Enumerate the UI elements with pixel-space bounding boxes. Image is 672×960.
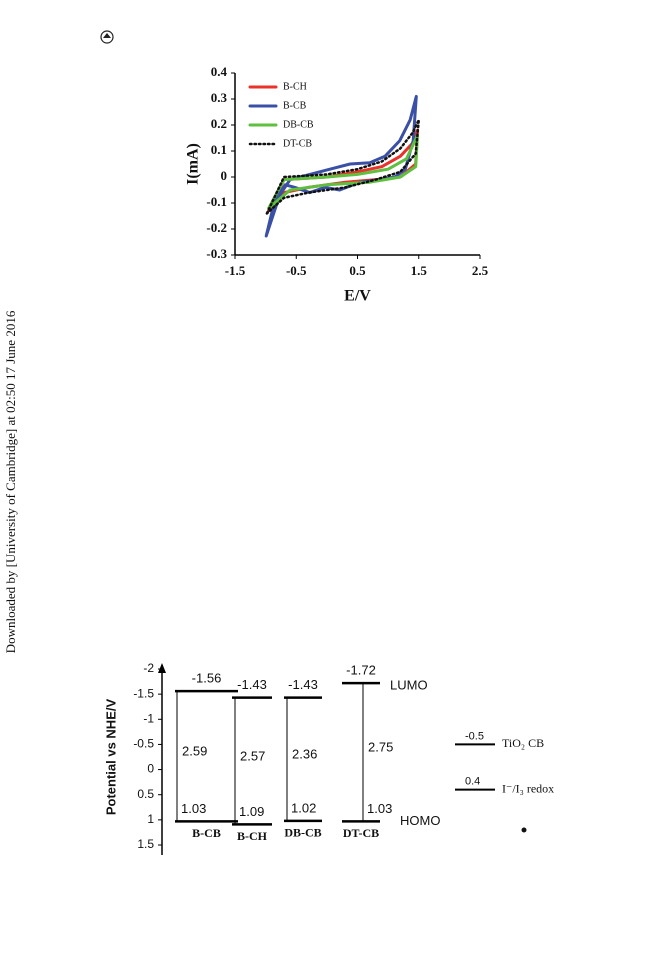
lumo-value: -1.56 (192, 671, 222, 686)
y-tick-label: 0.5 (137, 787, 154, 801)
lumo-label: LUMO (390, 678, 428, 693)
band-gap: 2.59 (182, 744, 207, 759)
lumo-value: -1.72 (346, 663, 376, 678)
homo-value: 1.02 (291, 800, 316, 815)
homo-label: HOMO (400, 813, 440, 828)
publisher-logo (100, 30, 114, 44)
y-axis-label: I(mA) (185, 143, 202, 185)
download-note: Downloaded by [University of Cambridge] … (3, 310, 18, 653)
band-gap: 2.36 (292, 747, 317, 762)
lumo-value: -1.43 (288, 677, 318, 692)
y-axis-label: Potential vs NHE/V (103, 699, 118, 816)
y-tick-label: 0.4 (211, 64, 228, 79)
y-tick-label: 0.2 (211, 116, 227, 131)
band-gap: 2.75 (368, 740, 393, 755)
category-label: DT-CB (343, 826, 379, 840)
y-tick-label: -1 (143, 711, 154, 725)
y-tick-label: 0 (221, 168, 228, 183)
legend-label: B-CH (283, 81, 307, 92)
homo-value: 1.03 (367, 801, 392, 816)
x-tick-label: -0.5 (286, 263, 307, 278)
y-tick-label: 0 (147, 762, 154, 776)
axis-arrow (158, 663, 166, 673)
x-axis-label: E/V (344, 288, 371, 305)
legend-label: B-CB (283, 100, 307, 111)
reference-label: I⁻/I₃ redox (502, 781, 554, 795)
y-tick-label: -1.5 (133, 686, 154, 700)
category-label: B-CB (192, 826, 221, 840)
reference-value: -0.5 (465, 730, 484, 742)
category-label: DB-CB (284, 826, 321, 840)
y-tick-label: 0.1 (211, 142, 227, 157)
y-tick-label: -0.5 (133, 737, 154, 751)
reference-label: TiO₂ CB (502, 736, 544, 750)
y-tick-label: 1 (147, 812, 154, 826)
legend-label: DT-CB (283, 138, 312, 149)
y-tick-label: 1.5 (137, 837, 154, 851)
y-tick-label: -0.2 (206, 220, 227, 235)
legend-label: DB-CB (283, 119, 314, 130)
reference-value: 0.4 (465, 776, 480, 788)
lumo-value: -1.43 (237, 677, 267, 692)
y-tick-label: 0.3 (211, 90, 228, 105)
category-label: B-CH (237, 829, 268, 843)
x-tick-label: 2.5 (472, 263, 489, 278)
bullet (521, 827, 527, 833)
y-tick-label: -2 (143, 661, 154, 675)
x-tick-label: 0.5 (349, 263, 366, 278)
y-tick-label: -0.1 (206, 194, 227, 209)
x-tick-label: -1.5 (225, 263, 246, 278)
y-tick-label: -0.3 (206, 246, 227, 261)
homo-value: 1.03 (181, 801, 206, 816)
band-gap: 2.57 (240, 748, 265, 763)
x-tick-label: 1.5 (411, 263, 428, 278)
homo-value: 1.09 (239, 804, 264, 819)
cv-curve (265, 118, 421, 215)
